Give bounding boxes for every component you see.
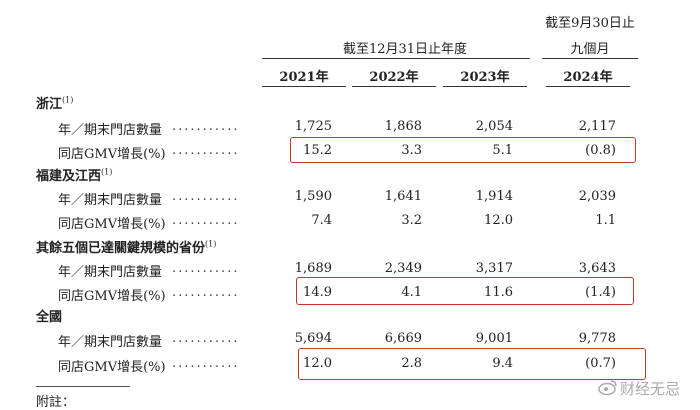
cell-2023: 2,054 [475, 119, 513, 134]
cell-2023: 3,317 [475, 261, 513, 276]
year-header-2022: 2022年 [369, 70, 419, 85]
cell-2023: 9.4 [492, 356, 513, 371]
footnote-rule [36, 386, 130, 387]
leader-dots: ........... [172, 331, 240, 346]
region-heading: 其餘五個已達關鍵規模的省份(1) [36, 237, 216, 256]
cell-2024: (0.8) [585, 143, 616, 158]
leader-dots: ........... [172, 119, 240, 134]
region-name: 福建及江西 [36, 169, 102, 184]
highlight-box [290, 137, 636, 163]
year-header-2021: 2021年 [279, 70, 329, 85]
region-note: (1) [62, 95, 74, 105]
cell-2023: 5.1 [492, 143, 513, 158]
cell-2022: 1,868 [384, 119, 422, 134]
row-label: 年／期末門店數量 [58, 193, 163, 208]
cell-2022: 4.1 [401, 285, 422, 300]
header-rule-nine-month [542, 58, 638, 59]
cell-2021: 5,694 [294, 331, 332, 346]
weibo-logo-icon [598, 380, 617, 395]
cell-2023: 11.6 [484, 285, 513, 300]
leader-dots: ........... [172, 285, 240, 300]
row-label: 年／期末門店數量 [58, 265, 163, 280]
row-label: 同店GMV增長(%) [58, 217, 166, 232]
region-heading: 全國 [36, 306, 62, 325]
year-header-2024: 2024年 [563, 70, 613, 85]
cell-2024: 9,778 [578, 331, 616, 346]
cell-2024: 2,039 [578, 189, 616, 204]
nine-month-header-top: 截至9月30日止 [545, 16, 635, 31]
cell-2024: 3,643 [578, 261, 616, 276]
region-note: (1) [101, 167, 113, 177]
nine-month-header-bottom: 九個月 [570, 42, 610, 57]
row-label: 同店GMV增長(%) [58, 289, 166, 304]
region-heading: 福建及江西(1) [36, 165, 112, 184]
cell-2022: 3.2 [401, 213, 422, 228]
period-group-header: 截至12月31日止年度 [342, 42, 468, 57]
row-label: 同店GMV增長(%) [58, 147, 166, 162]
year-rule-2021 [262, 86, 346, 87]
cell-2022: 1,641 [384, 189, 422, 204]
region-name: 浙江 [36, 97, 63, 112]
row-label: 年／期末門店數量 [58, 123, 163, 138]
cell-2022: 3.3 [401, 143, 422, 158]
cell-2021: 12.0 [303, 356, 332, 371]
leader-dots: ........... [172, 213, 240, 228]
leader-dots: ........... [172, 261, 240, 276]
cell-2024: 2,117 [578, 119, 616, 134]
cell-2021: 14.9 [303, 285, 332, 300]
cell-2021: 7.4 [311, 213, 332, 228]
cell-2022: 2,349 [384, 261, 422, 276]
watermark-text: 财经无忌 [620, 380, 681, 398]
highlight-box [296, 277, 634, 305]
row-label: 年／期末門店數量 [58, 335, 163, 350]
cell-2024: (1.4) [585, 285, 616, 300]
leader-dots: ........... [172, 356, 240, 371]
row-label: 同店GMV增長(%) [58, 360, 166, 375]
cell-2023: 1,914 [475, 189, 513, 204]
header-rule-group [262, 58, 530, 59]
cell-2021: 1,689 [294, 261, 332, 276]
leader-dots: ........... [172, 189, 240, 204]
year-header-2023: 2023年 [460, 70, 510, 85]
region-heading: 浙江(1) [36, 93, 73, 112]
cell-2024: (0.7) [585, 356, 616, 371]
cell-2021: 15.2 [303, 143, 332, 158]
cell-2022: 6,669 [384, 331, 422, 346]
cell-2021: 1,725 [294, 119, 332, 134]
cell-2023: 9,001 [475, 331, 513, 346]
cell-2022: 2.8 [401, 356, 422, 371]
year-rule-2023 [443, 86, 527, 87]
region-name: 其餘五個已達關鍵規模的省份 [36, 241, 206, 256]
cell-2023: 12.0 [484, 213, 513, 228]
year-rule-2024 [546, 86, 630, 87]
cell-2021: 1,590 [294, 189, 332, 204]
footnote-heading: 附註： [36, 395, 76, 410]
highlight-box [298, 348, 646, 380]
region-name: 全國 [36, 310, 63, 325]
region-note: (1) [205, 239, 217, 249]
year-rule-2022 [352, 86, 436, 87]
leader-dots: ........... [172, 143, 240, 158]
cell-2024: 1.1 [595, 213, 616, 228]
